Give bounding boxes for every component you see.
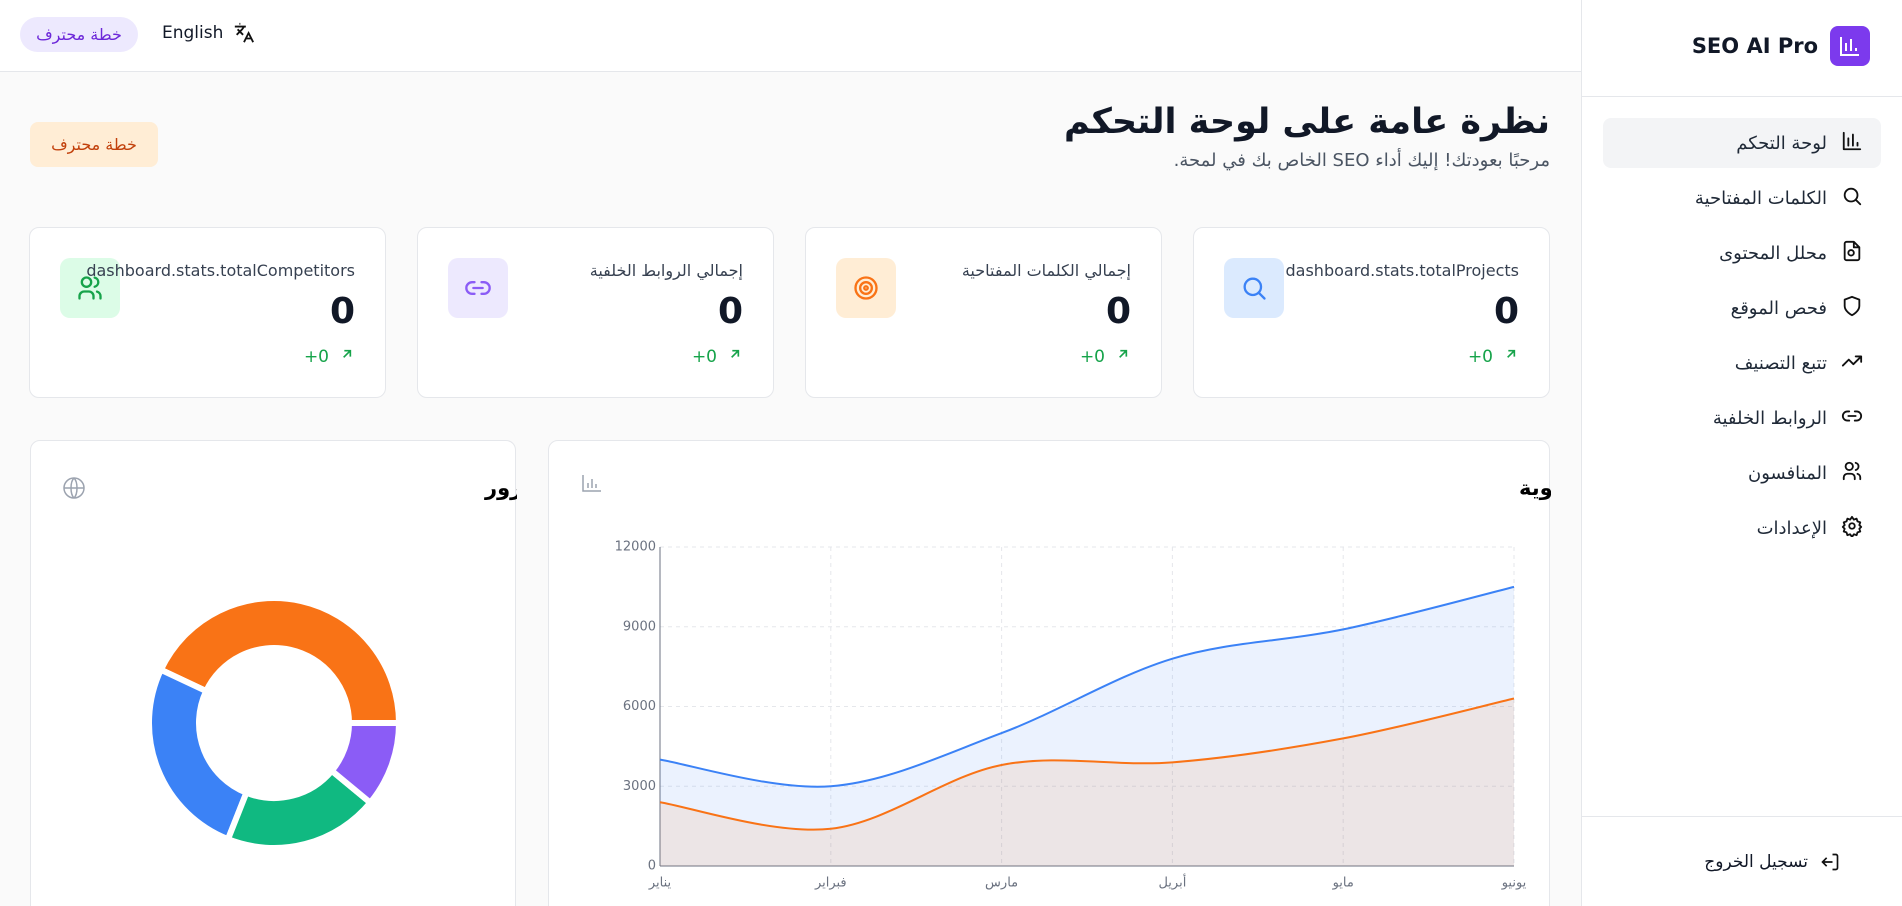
x-tick-label: يونيو <box>1501 876 1527 891</box>
stat-card: dashboard.stats.totalCompetitors 0 +0 <box>29 227 386 398</box>
page-title: نظرة عامة على لوحة التحكم <box>1064 102 1550 142</box>
divider <box>1582 96 1902 97</box>
change-value: +0 <box>303 346 329 367</box>
y-tick-label: 3000 <box>623 779 656 794</box>
stat-card: إجمالي الكلمات المفتاحية 0 +0 <box>805 227 1162 398</box>
nav-item[interactable]: الإعدادات <box>1603 503 1881 553</box>
trend-icon <box>339 346 355 367</box>
change-value: +0 <box>691 346 717 367</box>
nav-item[interactable]: فحص الموقع <box>1603 283 1881 333</box>
area-chart-card: اتجاه حركة المرور العضوية 0 3000 6000 9000 12… <box>548 440 1793 906</box>
stat-label: إجمالي الروابط الخلفية <box>589 261 743 280</box>
stat-icon <box>448 258 508 318</box>
brand-icon <box>1830 26 1870 66</box>
stat-change: +0 <box>1080 346 1131 367</box>
stat-icon <box>1224 258 1284 318</box>
y-tick-label: 0 <box>648 859 656 874</box>
plan-badge: خطة محترف <box>30 122 158 167</box>
stat-value: 0 <box>717 291 743 332</box>
area-fill <box>660 586 1514 866</box>
x-tick-label: مارس <box>985 876 1018 891</box>
top-bar: خطة محترف English <box>0 0 1581 72</box>
nav-label[interactable]: المنافسون <box>1748 462 1827 484</box>
nav-label[interactable]: محلل المحتوى <box>1719 242 1827 264</box>
stat-value: 0 <box>329 291 355 332</box>
nav-item[interactable]: محلل المحتوى <box>1603 228 1881 278</box>
line <box>659 585 1515 788</box>
divider <box>1582 816 1902 817</box>
stat-icon <box>60 258 120 318</box>
trend-icon <box>1503 346 1519 367</box>
nav-icon <box>1841 515 1863 542</box>
brand: SEO AI Pro <box>1692 26 1870 66</box>
nav-item[interactable]: الروابط الخلفية <box>1603 393 1881 443</box>
area-chart: اتجاه حركة المرور العضوية 0 3000 6000 9000 12… <box>582 475 1793 891</box>
translate-icon <box>235 22 255 43</box>
y-tick-label: 9000 <box>623 619 656 634</box>
page-subtitle: مرحبًا بعودتك! إليك أداء SEO الخاص بك في… <box>1173 150 1550 171</box>
sidebar: SEO AI Pro لوحة التحكم الكلمات المفتاحية م… <box>1581 0 1902 906</box>
nav-item[interactable]: المنافسون <box>1603 448 1881 498</box>
logout-label[interactable]: تسجيل الخروج <box>1704 852 1808 872</box>
stat-change: +0 <box>1468 346 1519 367</box>
globe-icon <box>63 477 85 499</box>
stat-card: إجمالي الروابط الخلفية 0 +0 <box>417 227 774 398</box>
stat-change: +0 <box>304 346 355 367</box>
language-switch[interactable]: English <box>162 22 255 44</box>
plan-pill[interactable]: خطة محترف <box>20 17 138 52</box>
y-tick-label: 12000 <box>615 540 656 555</box>
area-fill <box>660 698 1514 866</box>
nav-item[interactable]: لوحة التحكم <box>1603 118 1881 168</box>
pie-chart-card: مصادر حركة المرور <box>30 440 685 906</box>
pie-slice <box>146 665 251 844</box>
x-tick-label: يناير <box>648 876 672 891</box>
nav-item[interactable]: تتبع التصنيف <box>1603 338 1881 388</box>
nav-icon <box>1841 240 1863 267</box>
nav-label[interactable]: الإعدادات <box>1756 517 1827 539</box>
stat-value: 0 <box>1493 291 1519 332</box>
pie-chart: مصادر حركة المرور <box>63 476 685 851</box>
stat-value: 0 <box>1105 291 1131 332</box>
nav-icon <box>1841 185 1863 212</box>
nav-icon <box>1841 130 1863 157</box>
logout[interactable]: تسجيل الخروج <box>1704 852 1840 872</box>
chart-title: مصادر حركة المرور <box>484 476 517 500</box>
brand-name: SEO AI Pro <box>1691 34 1818 58</box>
chart-title: اتجاه حركة المرور العضوية <box>1519 476 1551 500</box>
stat-label: إجمالي الكلمات المفتاحية <box>961 261 1131 280</box>
chart-icon <box>582 475 601 492</box>
stat-change: +0 <box>692 346 743 367</box>
nav-label[interactable]: الكلمات المفتاحية <box>1694 187 1827 209</box>
x-tick-label: فبراير <box>814 876 847 891</box>
language-label[interactable]: English <box>162 23 224 43</box>
stat-label: dashboard.stats.totalProjects <box>1285 261 1520 280</box>
nav-icon <box>1841 405 1863 432</box>
trend-icon <box>727 346 743 367</box>
line <box>659 697 1515 831</box>
nav-label[interactable]: لوحة التحكم <box>1736 132 1827 154</box>
pie-slice <box>156 595 403 726</box>
stat-label: dashboard.stats.totalCompetitors <box>86 261 355 280</box>
nav-label[interactable]: الروابط الخلفية <box>1712 407 1827 429</box>
nav-item[interactable]: الكلمات المفتاحية <box>1603 173 1881 223</box>
y-tick-label: 6000 <box>623 699 656 714</box>
pie-slice <box>327 720 403 807</box>
nav-label[interactable]: تتبع التصنيف <box>1734 352 1827 374</box>
nav-icon <box>1841 350 1863 377</box>
x-tick-label: أبريل <box>1158 874 1186 891</box>
stat-icon <box>836 258 896 318</box>
page-heading: نظرة عامة على لوحة التحكم مرحبًا بعودتك!… <box>1064 102 1550 171</box>
nav-icon <box>1841 460 1863 487</box>
change-value: +0 <box>1079 346 1105 367</box>
stat-card: dashboard.stats.totalProjects 0 +0 <box>1193 227 1550 398</box>
nav-label[interactable]: فحص الموقع <box>1730 297 1827 319</box>
trend-icon <box>1115 346 1131 367</box>
nav-icon <box>1841 295 1863 322</box>
change-value: +0 <box>1467 346 1493 367</box>
x-tick-label: مايو <box>1332 876 1354 891</box>
